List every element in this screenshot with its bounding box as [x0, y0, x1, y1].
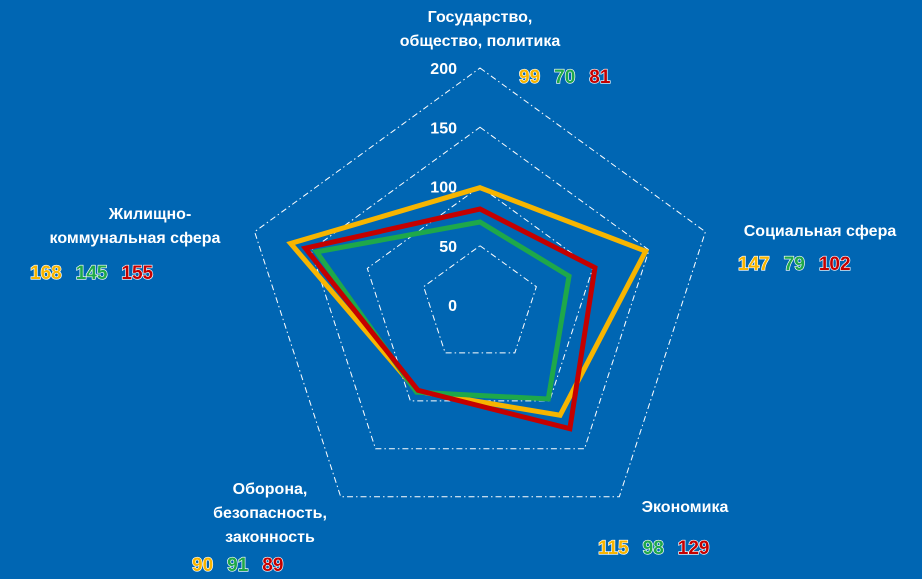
data-label: 81 [589, 67, 611, 88]
data-label: 168 [30, 263, 62, 284]
data-label: 98 [643, 538, 664, 559]
y-tick-label: 150 [430, 120, 457, 137]
series-line [286, 185, 650, 419]
data-label: 90 [192, 555, 213, 576]
data-label: 102 [819, 254, 851, 275]
data-label: 89 [262, 555, 283, 576]
data-label: 99 [519, 67, 540, 88]
category-label: Государство, [428, 9, 533, 26]
category-label: Экономика [642, 499, 729, 516]
y-tick-label: 50 [439, 239, 457, 256]
data-label: 115 [598, 538, 629, 559]
data-label: 147 [738, 254, 770, 275]
data-label: 70 [554, 67, 575, 88]
grid-ring [423, 245, 537, 354]
data-label: 79 [784, 254, 805, 275]
category-label: Социальная сфера [744, 223, 897, 240]
y-tick-label: 0 [448, 298, 457, 315]
series-line [300, 206, 598, 432]
y-tick-label: 100 [430, 180, 457, 197]
y-tick-label: 200 [430, 61, 457, 78]
category-label: Оборона, [233, 481, 308, 498]
category-label: коммунальная сфера [50, 230, 221, 247]
series-line [312, 219, 572, 402]
category-label: Жилищно- [108, 206, 192, 223]
data-label: 91 [227, 555, 249, 576]
data-label: 145 [76, 263, 108, 284]
data-label: 129 [678, 538, 710, 559]
category-label: общество, политика [400, 33, 561, 50]
grid-ring [254, 67, 706, 498]
category-label: законность [225, 529, 315, 546]
data-label: 155 [121, 263, 153, 284]
category-label: безопасность, [213, 505, 327, 522]
grid-ring [310, 126, 650, 450]
